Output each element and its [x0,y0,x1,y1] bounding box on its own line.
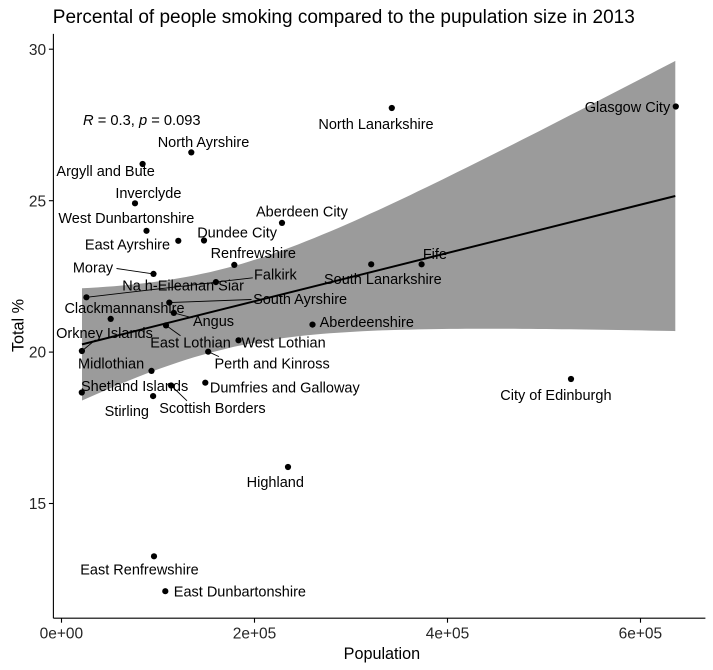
svg-text:Perth and Kinross: Perth and Kinross [214,357,329,373]
svg-text:North Lanarkshire: North Lanarkshire [318,117,433,133]
svg-text:Aberdeen City: Aberdeen City [256,205,349,221]
svg-text:Dundee City: Dundee City [197,226,278,242]
svg-text:15: 15 [29,496,46,513]
svg-text:Aberdeenshire: Aberdeenshire [320,315,414,331]
svg-text:Shetland Islands: Shetland Islands [81,379,188,395]
svg-text:Population: Population [344,645,421,663]
svg-text:Orkney Islands: Orkney Islands [56,326,153,342]
svg-text:0e+00: 0e+00 [40,626,84,643]
svg-text:25: 25 [29,193,46,210]
svg-text:South Lanarkshire: South Lanarkshire [324,272,442,288]
svg-text:Fife: Fife [423,247,447,263]
svg-text:6e+05: 6e+05 [619,626,663,643]
svg-text:Moray: Moray [73,261,114,277]
svg-text:4e+05: 4e+05 [426,626,470,643]
svg-text:East Dunbartonshire: East Dunbartonshire [174,585,306,601]
svg-text:30: 30 [29,42,47,59]
svg-text:Highland: Highland [247,475,304,491]
svg-text:Scottish Borders: Scottish Borders [159,401,265,417]
svg-text:East Lothian: East Lothian [150,336,231,352]
svg-text:Midlothian: Midlothian [78,357,144,373]
svg-text:West Dunbartonshire: West Dunbartonshire [58,211,194,227]
svg-text:City of Edinburgh: City of Edinburgh [500,388,611,404]
svg-text:South Ayrshire: South Ayrshire [253,292,347,308]
svg-text:Percental of people smoking co: Percental of people smoking compared to … [53,7,635,28]
svg-text:Argyll and Bute: Argyll and Bute [56,164,154,180]
svg-text:Falkirk: Falkirk [254,267,297,283]
svg-text:Inverclyde: Inverclyde [115,186,181,202]
svg-text:East Ayrshire: East Ayrshire [85,238,170,254]
svg-text:2e+05: 2e+05 [233,626,277,643]
svg-text:East Renfrewshire: East Renfrewshire [80,563,198,579]
svg-text:Renfrewshire: Renfrewshire [211,246,296,262]
svg-text:R = 0.3, p = 0.093: R = 0.3, p = 0.093 [83,113,201,129]
svg-text:Dumfries and Galloway: Dumfries and Galloway [210,381,361,397]
svg-text:Total %: Total % [10,299,28,352]
svg-text:Glasgow City: Glasgow City [585,100,671,116]
svg-text:Stirling: Stirling [105,404,149,420]
svg-text:North Ayrshire: North Ayrshire [158,135,250,151]
svg-text:20: 20 [29,345,47,362]
svg-text:Clackmannanshire: Clackmannanshire [64,301,184,317]
svg-text:Na h-Eileanan Siar: Na h-Eileanan Siar [122,279,244,295]
svg-text:Angus: Angus [193,314,234,330]
svg-text:West Lothian: West Lothian [241,336,325,352]
